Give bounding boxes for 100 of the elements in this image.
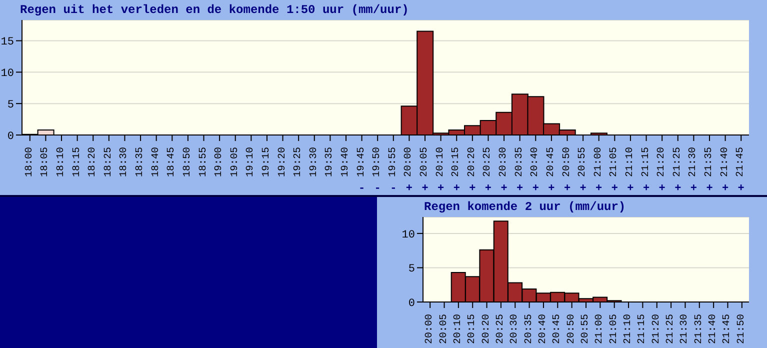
x-tick-label: 19:50 — [372, 147, 384, 178]
y-tick-label: 10 — [402, 229, 415, 242]
x-tick-label: 20:10 — [435, 147, 446, 178]
x-tick-label: 20:40 — [538, 314, 549, 344]
x-tick-label: 21:35 — [704, 147, 715, 178]
x-tick-label: 21:10 — [623, 314, 634, 344]
text: + — [596, 183, 603, 195]
x-tick-label: 19:15 — [261, 147, 272, 178]
x-tick-label: 21:30 — [688, 147, 700, 178]
x-tick-label: 19:05 — [230, 147, 241, 178]
x-tick-label: 18:45 — [166, 147, 178, 178]
x-tick-label: 20:05 — [420, 147, 431, 178]
x-tick-label: 20:20 — [466, 147, 478, 178]
x-tick-label: 19:55 — [388, 147, 399, 178]
x-tick-label: 21:15 — [640, 147, 652, 178]
text: + — [484, 183, 492, 195]
x-tick-label: 20:45 — [546, 147, 557, 178]
y-tick-label: 0 — [7, 130, 14, 143]
x-tick-label: 20:55 — [578, 147, 589, 178]
x-tick-label: 19:25 — [293, 147, 304, 178]
text: + — [532, 183, 540, 195]
x-tick-label: 20:25 — [482, 147, 494, 178]
x-tick-label: 20:30 — [498, 147, 510, 178]
text: - — [390, 183, 397, 195]
text: + — [516, 183, 524, 195]
text: + — [706, 183, 714, 195]
text: + — [500, 183, 508, 195]
x-tick-label: 20:05 — [438, 314, 450, 344]
x-tick-label: 21:15 — [637, 314, 648, 344]
x-tick-label: 18:55 — [198, 147, 210, 178]
x-tick-label: 21:35 — [694, 314, 705, 344]
x-tick-label: 18:30 — [119, 147, 130, 178]
x-tick-label: 20:15 — [467, 314, 478, 344]
x-tick-label: 18:05 — [40, 147, 52, 178]
text: + — [453, 183, 460, 195]
x-tick-label: 21:25 — [672, 147, 684, 178]
x-tick-label: 20:00 — [424, 314, 436, 344]
x-tick-label: 20:00 — [404, 147, 415, 178]
text: + — [438, 183, 445, 195]
text: + — [564, 183, 571, 195]
x-tick-label: 19:45 — [356, 147, 368, 178]
x-tick-label: 21:40 — [708, 314, 720, 344]
y-tick-label: 10 — [0, 68, 14, 80]
x-tick-label: 18:00 — [24, 147, 36, 178]
text: + — [642, 183, 650, 195]
text: + — [422, 183, 429, 195]
x-tick-label: 18:15 — [72, 147, 83, 178]
x-tick-label: 21:25 — [666, 314, 677, 344]
x-tick-label: 21:30 — [680, 314, 691, 344]
x-tick-label: 18:40 — [150, 147, 162, 178]
x-tick-label: 20:55 — [580, 314, 592, 344]
y-tick-label: 15 — [0, 36, 14, 49]
y-tick-label: 5 — [7, 99, 14, 112]
x-tick-label: 19:20 — [277, 147, 288, 178]
text: + — [611, 183, 618, 195]
text: - — [358, 183, 366, 195]
x-tick-label: 21:05 — [609, 147, 620, 178]
x-tick-label: 19:30 — [308, 147, 320, 178]
text: + — [658, 183, 666, 195]
x-tick-label: 20:15 — [451, 147, 462, 178]
text: - — [374, 183, 381, 195]
x-tick-label: 21:00 — [593, 147, 604, 178]
x-tick-label: 18:20 — [88, 147, 99, 178]
text: + — [722, 183, 729, 195]
x-tick-label: 20:45 — [552, 314, 564, 344]
x-tick-label: 20:35 — [524, 314, 535, 344]
x-tick-label: 20:20 — [481, 314, 492, 344]
text: + — [469, 183, 476, 195]
x-tick-label: 19:00 — [214, 147, 226, 178]
text: + — [738, 183, 745, 195]
y-tick-label: 5 — [408, 264, 415, 276]
x-tick-label: 20:50 — [562, 147, 573, 178]
x-tick-label: 21:45 — [736, 147, 747, 178]
x-tick-label: 21:00 — [594, 314, 606, 344]
x-tick-label: 20:25 — [495, 314, 506, 344]
x-tick-label: 21:20 — [651, 314, 662, 344]
x-tick-label: 18:10 — [56, 147, 68, 178]
text: + — [548, 183, 556, 195]
x-tick-label: 19:40 — [340, 147, 352, 178]
chart-title: Regen komende 2 uur (mm/uur) — [423, 199, 627, 216]
x-tick-label: 21:05 — [608, 314, 620, 344]
chart-title: Regen uit het verleden en de komende 1:50 uur (mm/uur) — [19, 2, 410, 19]
x-tick-label: 21:45 — [722, 314, 734, 344]
x-tick-label: 20:35 — [514, 147, 526, 178]
x-tick-label: 21:40 — [720, 147, 731, 178]
x-tick-label: 18:50 — [182, 147, 194, 178]
x-tick-label: 20:30 — [510, 314, 521, 344]
x-tick-label: 18:25 — [103, 147, 114, 178]
y-tick-label: 0 — [408, 298, 415, 310]
text: + — [690, 183, 698, 195]
text: + — [674, 183, 682, 195]
x-tick-label: 19:35 — [324, 147, 336, 178]
text: + — [580, 183, 587, 195]
x-tick-label: 20:50 — [566, 314, 578, 344]
x-tick-label: 20:10 — [452, 314, 464, 344]
x-tick-label: 19:10 — [246, 147, 257, 178]
x-tick-label: 18:35 — [135, 147, 146, 178]
x-tick-label: 20:40 — [530, 147, 542, 178]
x-tick-label: 21:50 — [736, 314, 748, 344]
text: + — [406, 183, 413, 195]
